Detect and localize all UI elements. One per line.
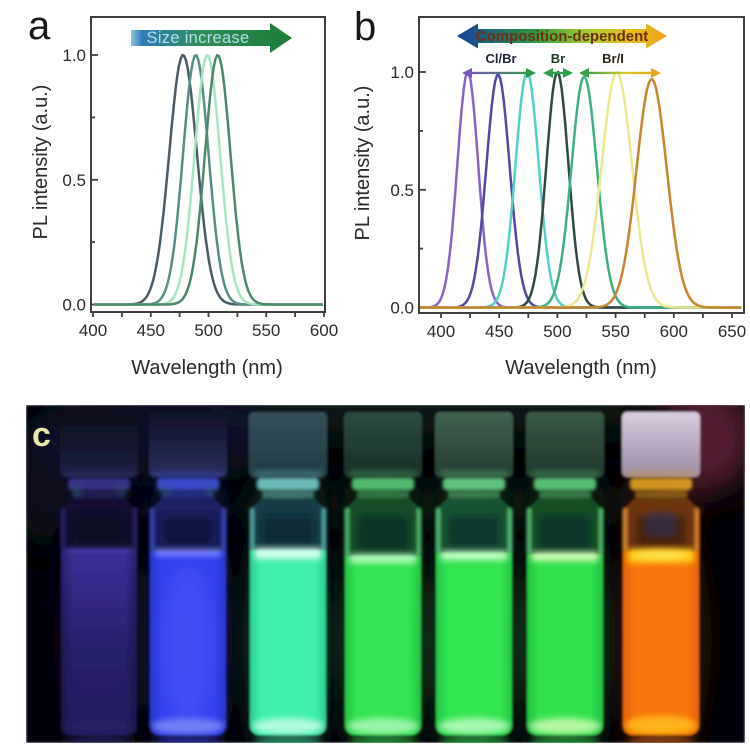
svg-text:400: 400 [427,322,455,341]
svg-text:0.0: 0.0 [390,299,414,318]
svg-text:400: 400 [79,321,107,340]
svg-text:1.0: 1.0 [62,46,86,65]
svg-text:Composition-dependent: Composition-dependent [476,28,649,45]
svg-text:650: 650 [718,322,746,341]
svg-text:PL intensity (a.u.): PL intensity (a.u.) [352,86,374,241]
svg-text:Size increase: Size increase [147,29,250,47]
svg-text:600: 600 [660,322,688,341]
svg-text:0.5: 0.5 [390,181,414,200]
svg-text:Wavelength (nm): Wavelength (nm) [505,357,657,379]
svg-text:a: a [28,4,51,48]
svg-text:450: 450 [485,322,513,341]
svg-text:Cl/Br: Cl/Br [485,51,516,66]
svg-text:600: 600 [310,321,338,340]
svg-text:Br/I: Br/I [602,51,624,66]
svg-text:0.5: 0.5 [62,171,86,190]
svg-text:Br: Br [551,51,565,66]
svg-text:Wavelength (nm): Wavelength (nm) [131,357,283,379]
svg-text:550: 550 [601,322,629,341]
svg-text:1.0: 1.0 [390,63,414,82]
svg-text:550: 550 [252,321,280,340]
svg-text:c: c [32,416,51,454]
svg-text:500: 500 [543,322,571,341]
svg-text:450: 450 [137,321,165,340]
svg-text:PL intensity (a.u.): PL intensity (a.u.) [30,85,52,240]
svg-text:b: b [354,5,376,49]
svg-text:500: 500 [194,321,222,340]
svg-text:0.0: 0.0 [62,296,86,315]
